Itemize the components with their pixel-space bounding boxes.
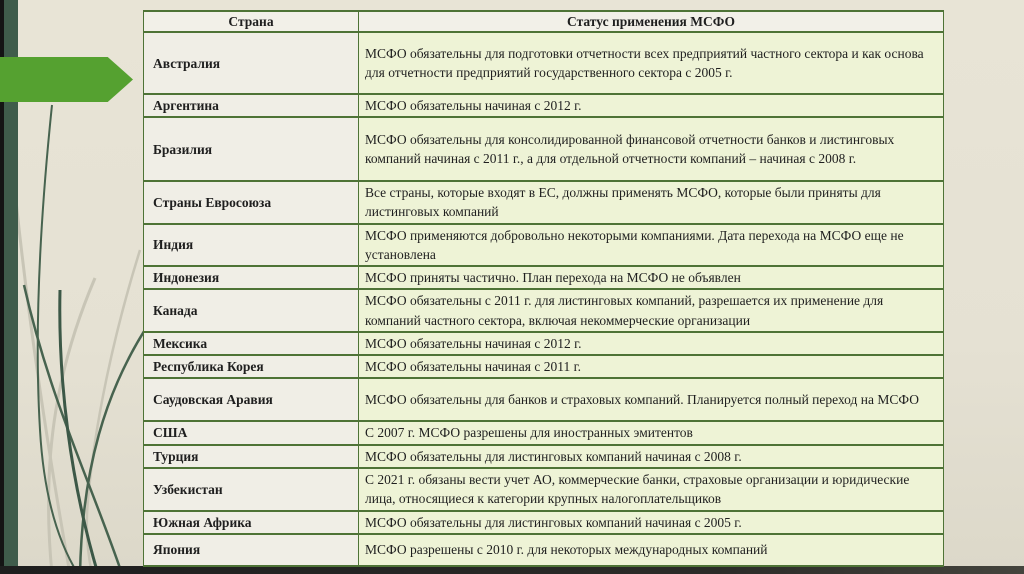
bottom-bar (0, 566, 1024, 574)
table-row: США С 2007 г. МСФО разрешены для иностран… (143, 420, 944, 446)
country-cell: Саудовская Аравия (143, 377, 359, 423)
status-cell: С 2007 г. МСФО разрешены для иностранных… (358, 420, 944, 446)
status-cell: МСФО обязательны с 2011 г. для листингов… (358, 288, 944, 334)
status-cell: МСФО обязательны для консолидированной ф… (358, 116, 944, 183)
ifrs-status-table: Страна Статус применения МСФО Австралия М… (143, 9, 944, 567)
table-row: Япония МСФО разрешены с 2010 г. для некот… (143, 532, 944, 567)
left-edge-black-strip (0, 0, 4, 574)
country-cell: Турция (143, 443, 359, 469)
table-row: Республика Корея МСФО обязательны начиная… (143, 354, 944, 380)
table-row: Страны Евросоюза Все страны, которые вход… (143, 180, 944, 225)
country-cell: Узбекистан (143, 466, 359, 512)
status-cell: МСФО обязательны для листинговых компани… (358, 509, 944, 535)
country-cell: Бразилия (143, 116, 359, 183)
country-cell: Аргентина (143, 93, 359, 119)
status-cell: МСФО обязательны начиная с 2011 г. (358, 354, 944, 380)
country-cell: Индонезия (143, 264, 359, 291)
table-row: Узбекистан С 2021 г. обязаны вести учет А… (143, 466, 944, 512)
table-row: Аргентина МСФО обязательны начиная с 2012… (143, 93, 944, 119)
country-cell: Индия (143, 222, 359, 267)
status-cell: МСФО разрешены с 2010 г. для некоторых м… (358, 532, 944, 567)
table-row: Турция МСФО обязательны для листинговых к… (143, 443, 944, 469)
status-cell: МСФО обязательны для банков и страховых … (358, 377, 944, 423)
country-cell: Южная Африка (143, 509, 359, 535)
column-header-country: Страна (143, 9, 359, 34)
column-header-status: Статус применения МСФО (358, 9, 944, 34)
status-cell: МСФО обязательны начиная с 2012 г. (358, 331, 944, 357)
table-row: Южная Африка МСФО обязательны для листинг… (143, 509, 944, 535)
table-row: Австралия МСФО обязательны для подготовки… (143, 31, 944, 96)
status-cell: МСФО обязательны начиная с 2012 г. (358, 93, 944, 119)
status-cell: Все страны, которые входят в ЕС, должны … (358, 180, 944, 225)
table-row: Индия МСФО применяются добровольно некото… (143, 222, 944, 267)
table-header-row: Страна Статус применения МСФО (143, 9, 944, 34)
table-row: Мексика МСФО обязательны начиная с 2012 г… (143, 331, 944, 357)
status-cell: МСФО обязательны для листинговых компани… (358, 443, 944, 469)
status-cell: МСФО приняты частично. План перехода на … (358, 264, 944, 291)
table-row: Индонезия МСФО приняты частично. План пер… (143, 264, 944, 291)
table-row: Бразилия МСФО обязательны для консолидиро… (143, 116, 944, 183)
table-row: Канада МСФО обязательны с 2011 г. для лис… (143, 288, 944, 334)
country-cell: США (143, 420, 359, 446)
country-cell: Мексика (143, 331, 359, 357)
status-cell: МСФО обязательны для подготовки отчетнос… (358, 31, 944, 96)
green-arrow-icon (0, 57, 133, 102)
status-cell: МСФО применяются добровольно некоторыми … (358, 222, 944, 267)
country-cell: Канада (143, 288, 359, 334)
status-cell: С 2021 г. обязаны вести учет АО, коммерч… (358, 466, 944, 512)
country-cell: Япония (143, 532, 359, 567)
table-row: Саудовская Аравия МСФО обязательны для ба… (143, 377, 944, 423)
country-cell: Австралия (143, 31, 359, 96)
country-cell: Страны Евросоюза (143, 180, 359, 225)
country-cell: Республика Корея (143, 354, 359, 380)
